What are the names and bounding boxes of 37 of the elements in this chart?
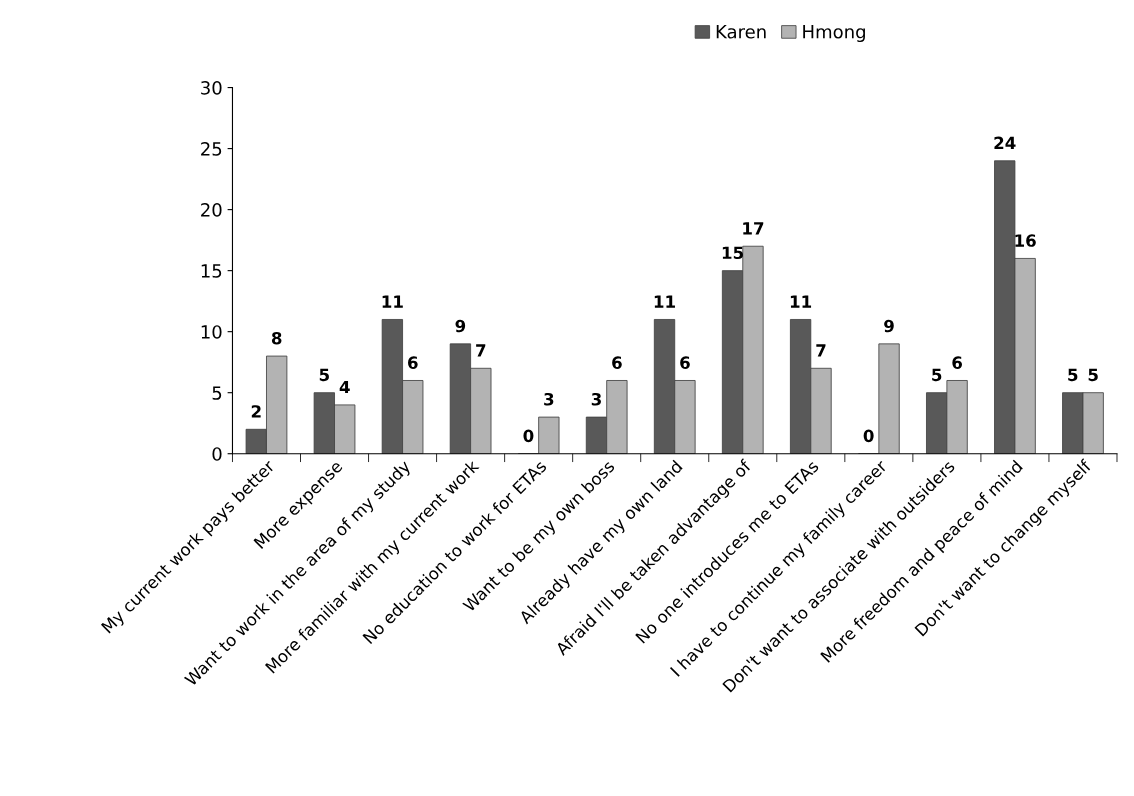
data-label: 3 (591, 392, 601, 406)
data-label: 11 (382, 295, 403, 308)
legend-label: Hmong (803, 25, 865, 43)
data-label: 2 (251, 405, 261, 418)
data-label: 9 (884, 319, 894, 333)
bar (878, 343, 900, 454)
data-label: 5 (932, 368, 942, 382)
data-label: 6 (408, 356, 418, 369)
y-tick-label: 25 (201, 142, 222, 156)
bar (538, 416, 560, 454)
data-label: 15 (722, 246, 743, 260)
y-tick-label: 0 (212, 447, 222, 461)
y-tick-label: 30 (201, 81, 222, 95)
data-label: 3 (544, 392, 554, 406)
data-label: 9 (455, 319, 466, 333)
y-tick-label: 20 (201, 203, 222, 217)
data-label: 24 (994, 136, 1016, 149)
legend-label: Karen (716, 25, 766, 39)
data-label: 6 (952, 356, 962, 369)
data-label: 11 (790, 295, 812, 308)
data-label: 16 (1015, 234, 1036, 247)
y-tick-label: 15 (201, 264, 222, 278)
data-label: 7 (476, 344, 486, 357)
data-label: 6 (612, 356, 622, 369)
data-label: 5 (319, 368, 329, 382)
data-label: 8 (271, 331, 282, 345)
data-label: 11 (654, 295, 675, 308)
data-label: 5 (1068, 368, 1078, 382)
y-tick-label: 10 (201, 325, 222, 339)
data-label: 0 (523, 429, 534, 443)
y-tick-label: 5 (212, 386, 222, 400)
data-label: 7 (816, 344, 826, 357)
data-label: 5 (1088, 368, 1098, 382)
data-label: 6 (680, 356, 690, 369)
data-label: 0 (863, 429, 874, 443)
data-label: 4 (339, 380, 350, 394)
data-label: 17 (743, 222, 764, 235)
